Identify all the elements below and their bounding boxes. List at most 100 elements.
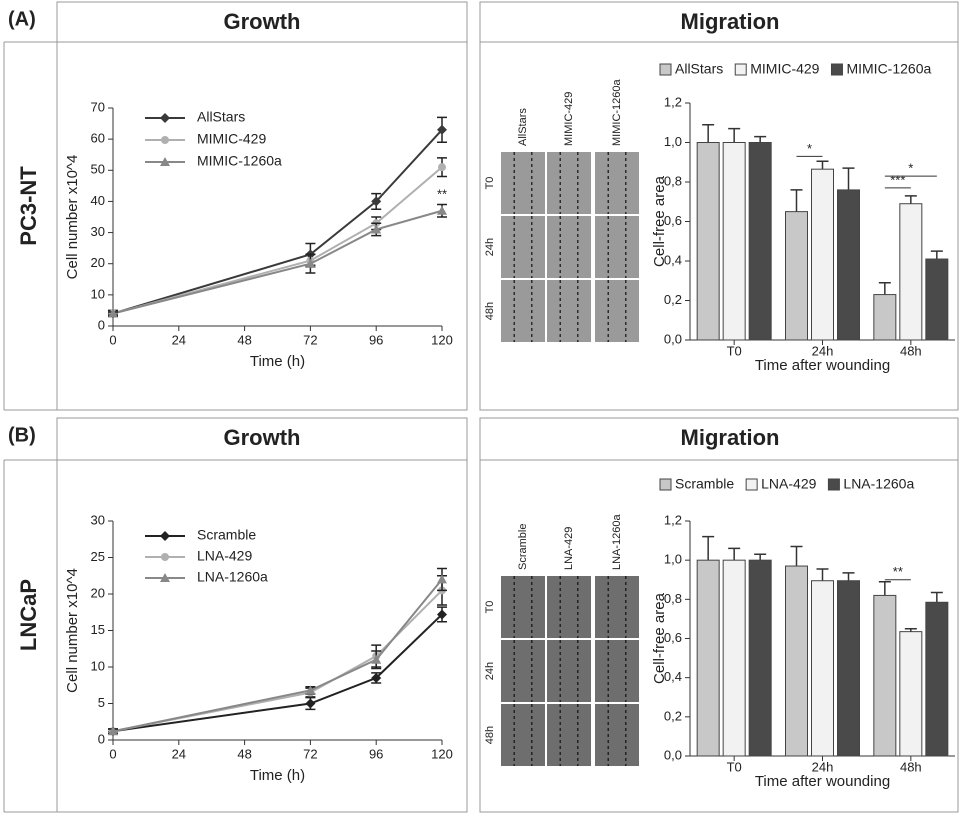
microscopy-image [595,152,639,214]
x-axis-label: Time after wounding [755,773,890,790]
bar [874,295,896,340]
legend-label: LNA-429 [761,476,816,492]
microscopy-image [595,216,639,278]
microscopy-image [595,576,639,638]
bar [786,212,808,340]
marker [437,206,447,215]
legend-swatch [660,479,671,490]
marker [438,163,446,171]
error-bar [728,548,740,560]
annotation: ** [437,187,447,202]
y-tick-label: 1,2 [664,512,682,527]
microscopy-image [501,576,545,638]
microscopy-image [595,280,639,342]
bar [900,204,922,340]
bar [838,581,860,756]
y-tick-label: 1,2 [664,94,682,109]
bar [900,632,922,756]
panel-label: (B) [8,424,36,446]
microscopy-image [501,216,545,278]
error-bar [754,137,766,143]
x-tick-label: 72 [303,332,317,347]
image-row-label: T0 [484,601,496,614]
y-axis-label: Cell-free area [651,592,668,684]
x-axis-label: Time (h) [250,767,305,784]
legend-label: Scramble [675,476,734,492]
image-column-label: MIMIC-429 [563,92,575,146]
image-column-label: AllStars [517,108,529,146]
microscopy-image [595,704,639,766]
bar [812,581,834,756]
image-column-label: LNA-429 [563,527,575,570]
marker [161,136,169,144]
x-tick-label: 24 [172,332,186,347]
panel-title: Growth [224,425,301,450]
microscopy-image [547,576,591,638]
figure: (A) Growth Migration PC3-NT AllStars MIMIC-42… [0,0,960,817]
legend-label: Scramble [197,527,256,543]
y-tick-label: 0,2 [664,292,682,307]
y-tick-label: 30 [91,224,105,239]
microscopy-image [501,152,545,214]
x-tick-label: 48h [900,759,922,774]
microscopy-image [501,640,545,702]
bar [723,560,745,756]
y-tick-label: 1,0 [664,552,682,567]
marker [161,553,169,561]
error-bar [791,546,803,566]
y-tick-label: 0 [98,317,105,332]
x-tick-label: 48 [237,332,251,347]
y-axis-label: Cell-free area [651,175,668,267]
error-bar [905,196,917,204]
y-tick-label: 40 [91,193,105,208]
series-line [113,167,442,313]
image-row-label: 48h [484,302,496,320]
microscopy-image [547,152,591,214]
bar [786,566,808,756]
error-bar [843,168,855,190]
microscopy-image [501,704,545,766]
y-axis-label: Cell number x10^4 [64,155,81,280]
error-bar [843,573,855,581]
bar [749,143,771,341]
legend-swatch [735,64,746,75]
legend-label: MIMIC-429 [197,131,266,147]
microscopy-image [595,640,639,702]
bar [874,595,896,756]
x-tick-label: 48 [237,746,251,761]
y-tick-label: 0,0 [664,331,682,346]
bar [812,169,834,340]
bar [749,560,771,756]
error-bar [931,592,943,602]
marker [305,699,315,709]
legend-label: MIMIC-1260a [197,153,282,169]
error-bar [754,554,766,560]
y-tick-label: 10 [91,658,105,673]
significance-label: ** [893,564,903,579]
legend-swatch [660,64,671,75]
legend-swatch [746,479,757,490]
error-bar [791,190,803,212]
x-tick-label: T0 [727,759,742,774]
row-label: LNCaP [16,579,41,651]
y-tick-label: 50 [91,162,105,177]
error-bar [702,537,714,561]
row-label: PC3-NT [16,166,41,246]
y-axis-label: Cell number x10^4 [64,568,81,693]
error-bar [879,582,891,596]
x-tick-label: 48h [900,343,922,358]
legend-label: LNA-429 [197,548,252,564]
y-tick-label: 1,0 [664,134,682,149]
legend-label: MIMIC-1260a [846,61,931,77]
growth-box [57,418,467,812]
x-tick-label: 0 [109,332,116,347]
panel-label: (A) [8,8,36,30]
panel-title: Migration [681,9,780,34]
image-row-label: 24h [484,662,496,680]
bar [697,143,719,341]
significance-label: * [807,141,812,156]
y-tick-label: 70 [91,99,105,114]
error-bar [931,251,943,259]
x-tick-label: 120 [431,332,453,347]
y-tick-label: 15 [91,622,105,637]
